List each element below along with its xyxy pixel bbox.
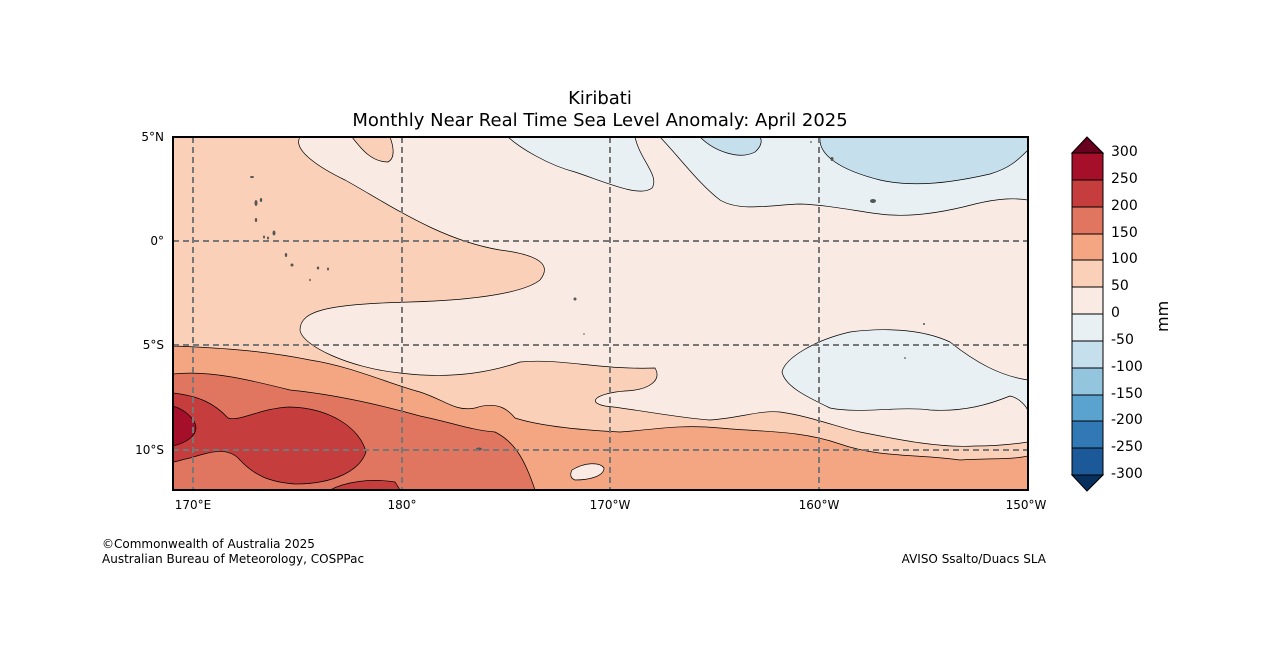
colorbar bbox=[1070, 136, 1105, 492]
islands bbox=[250, 141, 925, 451]
colorbar-extend-top bbox=[1070, 136, 1105, 154]
anomaly-band-gt-300 bbox=[173, 405, 197, 447]
anomaly-band-minus50-0-north bbox=[507, 137, 655, 192]
colorbar-swatch-minus150-minus100 bbox=[1071, 367, 1104, 396]
anomaly-band-minus100-minus50-north bbox=[699, 137, 762, 156]
anomaly-band-minus100-minus50-northeast bbox=[819, 137, 1028, 185]
agency-text: Australian Bureau of Meteorology, COSPPa… bbox=[102, 552, 365, 566]
colorbar-swatch-150-200 bbox=[1071, 206, 1104, 235]
lat-tick-label-5n: 5°N bbox=[141, 130, 164, 144]
lat-tick-label-10s: 10°S bbox=[135, 443, 164, 457]
footer-credits: ©Commonwealth of Australia 2025 Australi… bbox=[102, 537, 364, 567]
colorbar-label-200: 200 bbox=[1111, 198, 1138, 214]
colorbar-swatch-50-100 bbox=[1071, 259, 1104, 288]
lon-tick-label-170e: 170°E bbox=[174, 498, 212, 512]
colorbar-label-minus150: -150 bbox=[1111, 386, 1143, 402]
anomaly-band-50-100-south-lobe bbox=[570, 463, 605, 481]
colorbar-label-minus50: -50 bbox=[1111, 332, 1134, 348]
anomaly-band-150-200-south bbox=[329, 480, 401, 490]
lat-tick-label-0: 0° bbox=[150, 234, 164, 248]
colorbar-swatch-minus100-minus50 bbox=[1071, 340, 1104, 369]
colorbar-swatch-minus300-minus250 bbox=[1071, 447, 1104, 476]
colorbar-swatch-250-300 bbox=[1071, 152, 1104, 181]
data-source-text: AVISO Ssalto/Duacs SLA bbox=[901, 552, 1046, 566]
map-subtitle: Monthly Near Real Time Sea Level Anomaly… bbox=[352, 110, 848, 131]
colorbar-label-100: 100 bbox=[1111, 251, 1138, 267]
colorbar-swatch-0-50 bbox=[1071, 286, 1104, 315]
colorbar-label-minus300: -300 bbox=[1111, 466, 1143, 482]
colorbar-label-150: 150 bbox=[1111, 225, 1138, 241]
lon-tick-label-160w: 160°W bbox=[798, 498, 840, 512]
colorbar-label-250: 250 bbox=[1111, 171, 1138, 187]
anomaly-band-50-100-lobe bbox=[351, 137, 394, 163]
lon-tick-label-180: 180° bbox=[387, 498, 417, 512]
colorbar-swatch-100-150 bbox=[1071, 233, 1104, 261]
lat-tick-label-5s: 5°S bbox=[142, 338, 164, 352]
colorbar-swatch-minus250-minus200 bbox=[1071, 420, 1104, 449]
colorbar-label-minus250: -250 bbox=[1111, 439, 1143, 455]
colorbar-extend-bottom bbox=[1070, 474, 1105, 492]
anomaly-band-minus50-0-east bbox=[781, 329, 1028, 413]
colorbar-swatch-minus50-0 bbox=[1071, 313, 1104, 342]
colorbar-label-minus100: -100 bbox=[1111, 359, 1143, 375]
map-frame bbox=[172, 136, 1029, 491]
colorbar-swatch-200-250 bbox=[1071, 179, 1104, 208]
lon-tick-label-170w: 170°W bbox=[589, 498, 631, 512]
colorbar-label-300: 300 bbox=[1111, 144, 1138, 160]
colorbar-label-minus200: -200 bbox=[1111, 412, 1143, 428]
copyright-text: ©Commonwealth of Australia 2025 bbox=[102, 537, 315, 551]
map-title: Kiribati bbox=[568, 88, 632, 109]
anomaly-band-250-300 bbox=[173, 392, 367, 485]
colorbar-unit-label: mm bbox=[1153, 300, 1172, 332]
colorbar-label-50: 50 bbox=[1111, 278, 1129, 294]
lon-tick-label-150w: 150°W bbox=[1005, 498, 1047, 512]
colorbar-label-0: 0 bbox=[1111, 305, 1120, 321]
colorbar-swatch-minus200-minus150 bbox=[1071, 394, 1104, 422]
